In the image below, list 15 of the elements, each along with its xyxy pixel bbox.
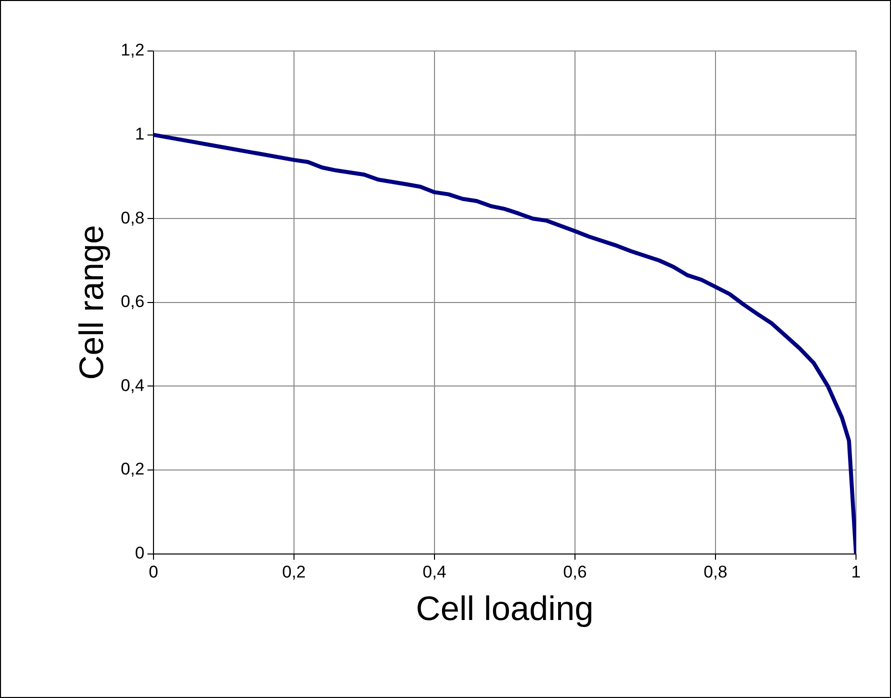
y-tick-label: 0,6 bbox=[120, 292, 144, 312]
x-tick-label: 0,2 bbox=[282, 562, 306, 582]
x-tick-label: 0,6 bbox=[563, 562, 587, 582]
x-tick-label: 0 bbox=[148, 562, 158, 582]
x-axis-title: Cell loading bbox=[416, 590, 594, 628]
x-tick-label: 0,8 bbox=[704, 562, 728, 582]
x-tick-label: 0,4 bbox=[422, 562, 446, 582]
y-tick-label: 0,4 bbox=[120, 376, 144, 395]
y-tick-label: 0,8 bbox=[120, 208, 144, 228]
y-tick-label: 1,2 bbox=[120, 40, 144, 60]
y-tick-label: 1 bbox=[134, 124, 144, 144]
y-tick-label: 0,2 bbox=[120, 460, 144, 479]
x-tick-label: 1 bbox=[851, 562, 861, 582]
y-tick-label: 0 bbox=[134, 543, 144, 562]
y-axis-title: Cell range bbox=[72, 224, 111, 380]
